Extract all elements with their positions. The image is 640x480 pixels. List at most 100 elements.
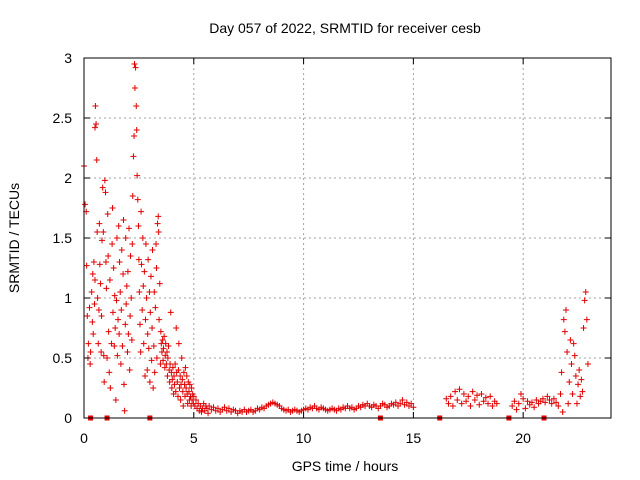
data-point: [97, 280, 104, 287]
data-point: [153, 241, 160, 247]
x-tick-label: 20: [515, 430, 531, 446]
data-point: [100, 229, 107, 235]
data-point: [90, 331, 97, 337]
data-point: [127, 313, 134, 319]
data-point: [98, 313, 105, 319]
data-point: [94, 295, 101, 301]
data-point: [113, 235, 120, 241]
data-point: [566, 379, 573, 385]
data-point: [139, 307, 146, 313]
data-point: [577, 393, 584, 400]
data-point: [131, 61, 138, 67]
data-point: [511, 398, 518, 405]
data-point: [550, 395, 557, 402]
data-point: [145, 256, 152, 263]
data-point: [130, 153, 137, 160]
data-point: [528, 399, 535, 406]
data-point: [136, 321, 143, 328]
data-point: [155, 213, 162, 220]
x-axis: 0 5 10 15 20: [80, 58, 531, 446]
data-point: [583, 316, 590, 323]
data-point: [487, 393, 494, 400]
data-point: [513, 406, 520, 413]
data-point: [98, 349, 105, 355]
data-point: [542, 399, 549, 406]
data-point: [117, 289, 124, 295]
data-point: [571, 352, 578, 359]
data-point: [173, 325, 180, 331]
data-point: [107, 385, 114, 391]
data-point: [150, 343, 157, 349]
data-point: [101, 177, 108, 184]
data-point: [142, 241, 149, 247]
data-point: [580, 325, 587, 331]
data-point: [129, 193, 136, 199]
data-point: [515, 400, 522, 407]
data-point: [397, 400, 404, 407]
y-tick-label: 2.5: [53, 110, 73, 126]
data-point: [105, 328, 112, 335]
data-point: [177, 397, 184, 403]
data-point: [90, 259, 97, 265]
data-point: [126, 367, 133, 373]
data-point: [129, 241, 136, 247]
data-point: [454, 397, 461, 403]
data-point: [138, 208, 145, 215]
data-point: [160, 357, 167, 364]
data-point: [180, 403, 187, 409]
data-point: [135, 256, 142, 263]
data-point: [485, 400, 492, 407]
data-point: [95, 307, 102, 313]
data-point: [482, 394, 489, 401]
data-point: [127, 253, 134, 259]
data-point: [85, 340, 92, 347]
y-tick-label: 0.5: [53, 350, 73, 366]
data-point: [109, 309, 116, 316]
data-point: [186, 381, 193, 388]
data-point: [153, 355, 160, 361]
data-point: [565, 400, 572, 407]
data-point: [125, 331, 132, 337]
data-point: [144, 331, 151, 337]
data-point: [156, 316, 163, 323]
data-point: [123, 283, 130, 289]
data-point: [531, 404, 538, 411]
data-point: [161, 333, 168, 340]
data-point: [205, 410, 212, 417]
data-point: [456, 386, 463, 393]
data-point: [92, 103, 99, 109]
data-point: [225, 405, 232, 412]
data-point: [206, 403, 213, 409]
data-point: [493, 400, 500, 407]
data-point: [175, 367, 182, 373]
x-axis-label: GPS time / hours: [292, 458, 399, 474]
data-point: [403, 399, 410, 406]
data-point: [136, 289, 143, 295]
data-point: [167, 361, 174, 367]
data-point: [560, 316, 567, 323]
data-point: [469, 388, 476, 395]
data-point: [562, 307, 569, 313]
data-point: [134, 196, 141, 203]
data-point: [179, 388, 186, 395]
data-point: [167, 309, 174, 316]
data-point: [87, 349, 94, 355]
data-point: [567, 337, 574, 343]
data-point: [164, 373, 171, 379]
data-point: [128, 337, 135, 343]
data-point: [149, 325, 156, 331]
data-point: [133, 127, 140, 133]
data-point: [154, 220, 161, 227]
data-point: [569, 391, 576, 397]
x-tick-label: 15: [406, 430, 422, 446]
data-point: [113, 297, 120, 304]
data-point: [480, 398, 487, 405]
data-point: [118, 307, 125, 313]
data-point: [140, 340, 147, 347]
data-point: [124, 349, 131, 355]
y-tick-label: 0: [64, 410, 72, 426]
data-point: [179, 376, 186, 383]
data-point: [104, 355, 111, 361]
data-point: [172, 388, 179, 395]
data-point: [124, 268, 131, 275]
